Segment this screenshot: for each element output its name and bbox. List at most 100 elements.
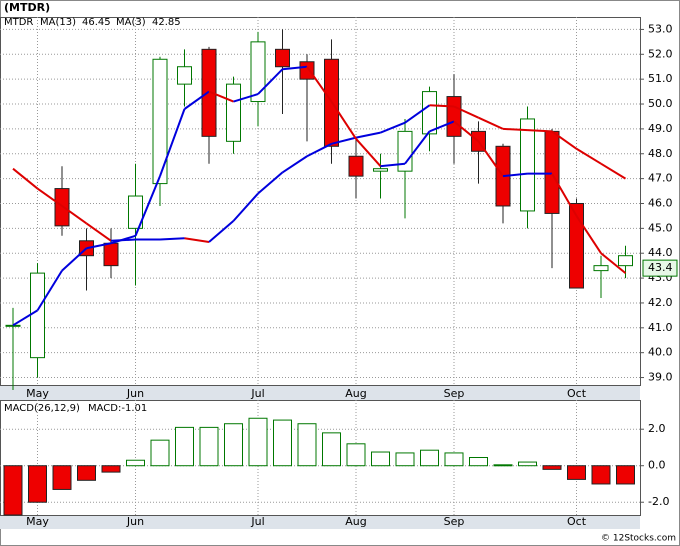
- ma-segment: [281, 155, 308, 174]
- macd-value: MACD:-1.01: [88, 403, 147, 414]
- ma-segment: [380, 121, 406, 134]
- ma-segment: [159, 237, 185, 241]
- ma-segment: [12, 309, 39, 327]
- y-tick-label: 2.0: [648, 422, 666, 435]
- candle-body: [446, 96, 462, 137]
- ma-segment: [380, 162, 406, 168]
- ma-segment: [600, 162, 627, 180]
- ma-segment: [184, 237, 210, 244]
- copyright: © 12Stocks.com: [601, 534, 676, 544]
- y-tick-label: 0.0: [648, 459, 666, 472]
- candle-body: [5, 324, 21, 327]
- ma-segment: [477, 140, 504, 177]
- macd-bar: [444, 452, 464, 467]
- y-tick-label: 47.0: [648, 172, 673, 185]
- ma-segment: [527, 129, 553, 133]
- ma-segment: [86, 242, 112, 250]
- ma-segment: [159, 108, 186, 177]
- macd-bar: [175, 426, 194, 467]
- x-tick-label: Jun: [126, 515, 144, 528]
- macd-bar: [542, 465, 562, 470]
- ma-segment: [134, 175, 161, 237]
- ma-segment: [600, 252, 627, 274]
- ma-segment: [404, 104, 431, 124]
- y-tick-label: 45.0: [648, 221, 673, 234]
- x-tick-label: Jul: [250, 515, 264, 528]
- ma-segment: [575, 147, 602, 165]
- macd-bar: [518, 461, 537, 467]
- macd-bar: [469, 457, 488, 467]
- y-tick-label: 39.0: [648, 371, 673, 384]
- macd-bar: [199, 426, 219, 467]
- macd-bar: [591, 465, 611, 485]
- candle-body: [226, 83, 241, 142]
- macd-bar: [101, 465, 121, 473]
- ma-segment: [183, 90, 210, 110]
- legend-item: MTDR: [4, 17, 33, 28]
- candle-body: [177, 66, 192, 85]
- price-panel: [0, 17, 641, 386]
- x-tick-label: Oct: [567, 387, 587, 400]
- candle-body: [152, 58, 168, 185]
- macd-label: MACD(26,12,9): [4, 403, 80, 414]
- candle-body: [422, 91, 437, 135]
- ma-segment: [257, 171, 284, 195]
- price-tag-label: 43.4: [648, 261, 673, 274]
- y-tick-label: 42.0: [648, 296, 673, 309]
- ma-segment: [478, 116, 504, 130]
- macd-bar: [371, 451, 390, 467]
- macd-bar: [395, 452, 415, 467]
- macd-bar: [297, 423, 317, 467]
- ma-segment: [429, 120, 455, 133]
- y-tick-label: 44.0: [648, 246, 673, 259]
- macd-bar: [3, 465, 23, 516]
- ma-segment: [208, 90, 234, 103]
- macd-bar: [273, 419, 292, 467]
- ma-segment: [36, 187, 63, 207]
- x-tick-label: Oct: [567, 515, 587, 528]
- ma-segment: [110, 234, 136, 245]
- ma-segment: [306, 142, 332, 158]
- candle-body: [201, 48, 217, 137]
- legend: MTDR MA(13) 46.45 MA(3) 42.85: [4, 17, 181, 28]
- candle-body: [275, 48, 290, 68]
- ma-segment: [453, 120, 480, 143]
- ma-segment: [330, 100, 357, 140]
- legend-item: MA(3): [116, 17, 146, 28]
- x-tick-label: May: [26, 515, 49, 528]
- candle-body: [30, 272, 45, 359]
- macd-bar: [126, 459, 145, 467]
- macd-bar: [224, 423, 243, 467]
- ma-segment: [502, 172, 528, 178]
- candle-body: [54, 188, 70, 227]
- y-tick-label: 48.0: [648, 147, 673, 160]
- x-tick-label: Aug: [345, 387, 366, 400]
- candle-body: [520, 118, 535, 212]
- y-tick-label: 53.0: [648, 22, 673, 35]
- ma-segment: [232, 192, 259, 222]
- legend-item: 42.85: [152, 17, 181, 28]
- candle-body: [544, 130, 560, 214]
- y-tick-label: 52.0: [648, 47, 673, 60]
- x-tick-label: Jun: [126, 387, 144, 400]
- ma-segment: [12, 167, 39, 190]
- axis-band: [0, 515, 640, 529]
- ma-segment: [36, 270, 63, 311]
- ma-segment: [355, 138, 382, 167]
- x-tick-label: Sep: [444, 515, 465, 528]
- macd-bar: [493, 464, 513, 467]
- x-tick-label: Sep: [444, 387, 465, 400]
- ma-segment: [257, 68, 284, 95]
- candle-body: [373, 168, 388, 172]
- ma-segment: [282, 65, 308, 71]
- ma-segment: [61, 247, 88, 272]
- ma-segment: [61, 205, 88, 225]
- candle-body: [593, 265, 609, 272]
- legend-item: 46.45: [82, 17, 111, 28]
- y-tick-label: 40.0: [648, 346, 673, 359]
- x-tick-label: May: [26, 387, 49, 400]
- candle-body: [618, 255, 633, 267]
- candle-body: [250, 41, 266, 103]
- chart-title: (MTDR): [4, 1, 50, 14]
